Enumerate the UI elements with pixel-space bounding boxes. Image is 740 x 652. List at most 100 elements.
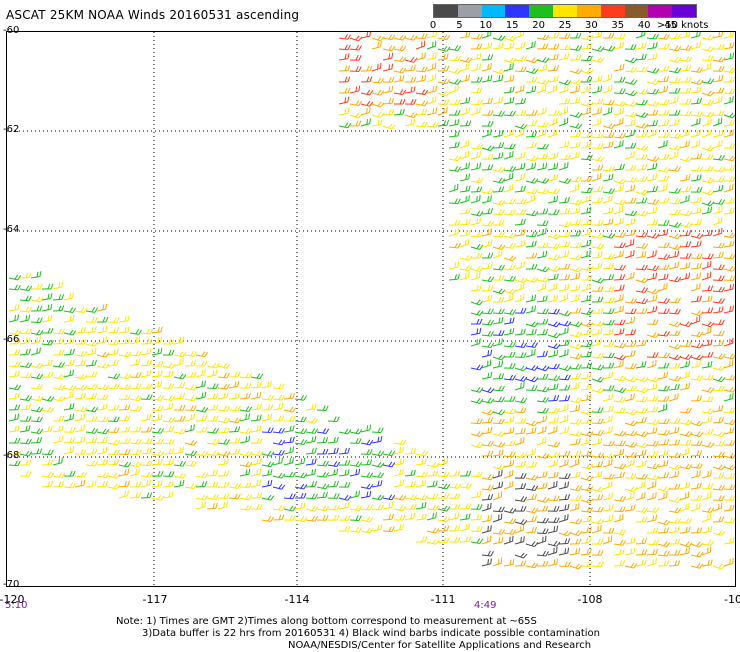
wind-barb	[426, 108, 438, 115]
wind-barb	[515, 66, 526, 72]
wind-barb	[536, 351, 547, 357]
wind-barb	[691, 330, 703, 337]
wind-barb	[393, 524, 405, 531]
wind-barb	[591, 75, 603, 82]
wind-barb	[8, 426, 20, 432]
wind-barb	[537, 176, 549, 184]
wind-barb	[559, 363, 571, 371]
wind-barb	[526, 539, 538, 547]
wind-barb	[547, 481, 559, 489]
wind-barb	[691, 165, 703, 172]
wind-barb	[482, 494, 493, 500]
wind-barb	[679, 174, 691, 181]
wind-barb	[658, 99, 669, 105]
wind-barb	[690, 174, 702, 181]
wind-barb	[713, 473, 724, 478]
wind-barb	[471, 99, 482, 105]
wind-barb	[218, 383, 230, 389]
wind-barb	[426, 86, 438, 93]
wind-barb	[174, 405, 185, 410]
wind-barb	[493, 407, 505, 415]
wind-barb	[108, 459, 119, 465]
wind-barb	[284, 493, 295, 499]
wind-barb	[580, 549, 592, 555]
wind-barb	[240, 482, 251, 487]
wind-barb	[42, 460, 53, 465]
wind-barb	[482, 208, 493, 214]
wind-barb	[426, 512, 438, 520]
wind-barb	[504, 396, 515, 401]
wind-barb	[713, 451, 724, 457]
wind-barb	[537, 55, 549, 63]
wind-barb	[723, 184, 735, 192]
wind-barb	[163, 459, 174, 465]
wind-barb	[602, 406, 613, 412]
wind-barb	[570, 517, 582, 524]
wind-barb	[548, 44, 559, 49]
wind-barb	[570, 264, 582, 272]
wind-barb	[570, 341, 582, 349]
wind-barb	[328, 460, 340, 467]
wind-barb	[679, 482, 691, 489]
wind-barb	[614, 374, 626, 381]
wind-barb	[481, 350, 493, 357]
wind-barb	[702, 407, 714, 414]
wind-barb	[636, 286, 648, 293]
wind-barb	[294, 502, 306, 509]
wind-barb	[625, 308, 636, 314]
legend-swatch	[601, 5, 625, 17]
wind-barb	[526, 561, 538, 568]
wind-barb	[700, 514, 712, 522]
wind-barb	[723, 537, 735, 544]
wind-barb	[328, 493, 339, 499]
wind-barb	[449, 504, 460, 509]
wind-barb	[41, 426, 53, 432]
wind-barb	[603, 187, 615, 194]
wind-barb	[514, 174, 526, 181]
wind-barb	[581, 187, 592, 193]
wind-barb	[701, 339, 713, 346]
wind-barb	[602, 394, 614, 401]
wind-barb	[218, 493, 229, 498]
wind-barb	[349, 469, 361, 476]
wind-barb	[690, 41, 702, 49]
wind-barb	[592, 197, 603, 203]
lat-label: -70	[3, 579, 19, 590]
wind-barb	[405, 493, 417, 500]
wind-barb	[151, 348, 163, 355]
wind-barb	[581, 275, 592, 280]
wind-barb	[592, 374, 604, 382]
wind-barb	[86, 372, 97, 377]
wind-barb	[361, 438, 373, 445]
wind-barb	[625, 66, 637, 72]
wind-barb	[558, 427, 570, 434]
wind-barb	[724, 418, 735, 425]
wind-barb	[525, 427, 537, 434]
wind-barb	[140, 348, 152, 355]
legend-label: 0	[430, 20, 436, 31]
wind-barb	[163, 438, 175, 444]
wind-barb	[361, 459, 372, 465]
wind-barb	[53, 383, 65, 390]
wind-barb	[691, 561, 703, 569]
wind-barb	[394, 504, 406, 511]
wind-barb	[581, 43, 592, 49]
wind-barb	[19, 315, 31, 322]
wind-barb	[559, 33, 570, 38]
wind-barb	[536, 482, 548, 489]
wind-barb	[327, 448, 339, 454]
wind-barb	[448, 229, 460, 236]
wind-barb	[119, 415, 130, 421]
wind-barb	[581, 99, 593, 107]
wind-barb	[669, 33, 680, 39]
wind-barb	[141, 492, 152, 498]
wind-barb	[647, 66, 659, 74]
wind-barb	[700, 272, 712, 280]
wind-barb	[691, 450, 702, 456]
wind-barb	[724, 352, 735, 359]
wind-barb	[9, 284, 20, 290]
map-title: ASCAT 25KM NOAA Winds 20160531 ascending	[6, 8, 299, 22]
wind-barb	[437, 458, 449, 465]
wind-barb	[592, 539, 603, 544]
wind-barb	[547, 472, 559, 478]
